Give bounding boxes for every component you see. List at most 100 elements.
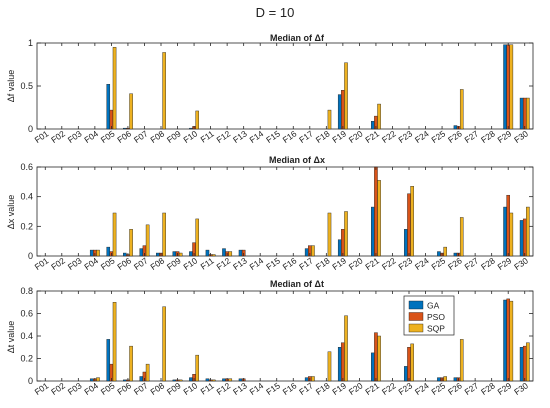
bar-pso-f19 [341, 342, 345, 382]
bar-sqp-f26 [459, 339, 464, 382]
x-tick-label: F30 [512, 380, 530, 397]
y-axis-label: Δt value [6, 321, 16, 354]
legend-label-pso: PSO [427, 312, 445, 322]
bar-sqp-f04 [96, 249, 100, 257]
bar-ga-f19 [337, 239, 342, 257]
y-tick-label: 0.4 [20, 192, 33, 202]
bar-ga-f21 [371, 206, 375, 257]
bar-pso-f29 [506, 194, 510, 257]
bar-sqp-f29 [509, 300, 514, 382]
bar-sqp-f23 [410, 186, 414, 257]
x-tick-label: F30 [512, 128, 530, 145]
legend-label-ga: GA [427, 301, 440, 311]
x-tick-label: F30 [512, 255, 530, 272]
y-tick-label: 0 [28, 376, 33, 386]
bar-pso-f30 [522, 345, 527, 382]
bar-sqp-f19 [344, 62, 348, 130]
y-tick-label: 0.4 [20, 331, 33, 341]
plot-area [36, 42, 534, 130]
bar-sqp-f26 [459, 89, 464, 130]
bar-ga-f11 [205, 249, 210, 257]
bar-sqp-f21 [377, 103, 381, 130]
bar-sqp-f18 [327, 109, 332, 130]
bar-sqp-f30 [526, 97, 530, 130]
bar-sqp-f10 [195, 218, 199, 257]
x-tick-label: F10 [181, 380, 199, 397]
bar-pso-f21 [374, 332, 378, 382]
bar-sqp-f08 [162, 212, 166, 257]
figure-title: D = 10 [256, 5, 295, 20]
bar-sqp-f07 [145, 224, 150, 257]
bar-sqp-f30 [526, 206, 530, 257]
bar-pso-f30 [522, 218, 527, 257]
bar-ga-f05 [106, 246, 111, 257]
bar-sqp-f12 [228, 251, 233, 257]
bar-sqp-f11 [211, 379, 216, 382]
bar-sqp-f10 [195, 354, 199, 382]
bar-sqp-f21 [377, 180, 381, 257]
x-tick-label: F10 [181, 128, 199, 145]
bar-sqp-f04 [96, 377, 100, 382]
bar-sqp-f25 [443, 246, 447, 257]
bar-pso-f23 [407, 347, 411, 382]
plot-area [36, 166, 534, 257]
bar-sqp-f08 [162, 306, 166, 382]
bar-sqp-f05 [112, 302, 117, 382]
bar-ga-f19 [337, 347, 342, 382]
bar-sqp-f29 [509, 44, 514, 130]
bar-ga-f17 [304, 248, 309, 257]
legend-swatch-sqp [408, 323, 424, 333]
bar-ga-f29 [503, 44, 507, 130]
panel-title: Median of Δt [270, 279, 324, 289]
bar-sqp-f25 [443, 376, 447, 382]
bar-pso-f30 [522, 97, 527, 130]
bar-ga-f23 [404, 229, 408, 257]
y-axis-label: Δf value [6, 70, 16, 103]
bar-ga-f12 [222, 248, 226, 257]
bar-sqp-f09 [178, 252, 183, 257]
y-tick-label: 0.2 [20, 221, 33, 231]
bar-ga-f04 [89, 249, 94, 257]
x-tick-label: F10 [181, 255, 199, 272]
bar-sqp-f29 [509, 212, 514, 257]
legend-swatch-pso [408, 312, 424, 321]
y-tick-label: 0.6 [20, 309, 33, 319]
bar-sqp-f30 [526, 342, 530, 382]
bar-ga-f30 [519, 97, 524, 130]
bar-sqp-f10 [195, 110, 199, 130]
bar-pso-f29 [506, 44, 510, 130]
y-tick-label: 0.2 [20, 354, 33, 364]
bar-sqp-f05 [112, 212, 117, 257]
y-tick-label: 0.8 [20, 286, 33, 296]
bar-sqp-f12 [228, 378, 233, 382]
bar-pso-f23 [407, 193, 411, 257]
bar-sqp-f26 [459, 217, 464, 257]
y-tick-label: 0 [28, 251, 33, 261]
bar-sqp-f08 [162, 52, 166, 130]
bar-sqp-f17 [311, 376, 315, 382]
bar-pso-f19 [341, 90, 345, 130]
bar-sqp-f06 [129, 345, 133, 382]
bar-sqp-f19 [344, 315, 348, 382]
bar-sqp-f18 [327, 212, 332, 257]
bar-ga-f23 [404, 366, 408, 382]
bar-sqp-f06 [129, 93, 133, 130]
y-tick-label: 0.6 [20, 162, 33, 172]
bar-ga-f07 [139, 248, 144, 257]
y-axis-label: Δx value [6, 195, 16, 230]
bar-ga-f05 [106, 339, 111, 382]
bar-ga-f21 [371, 352, 375, 382]
bar-sqp-f23 [410, 343, 414, 382]
legend-swatch-ga [408, 300, 424, 310]
bar-ga-f13 [238, 249, 243, 257]
bar-sqp-f07 [145, 363, 150, 382]
panel-title: Median of Δx [269, 155, 325, 165]
bar-sqp-f21 [377, 335, 381, 382]
bar-ga-f19 [337, 94, 342, 130]
bar-ga-f29 [503, 299, 507, 382]
bar-ga-f21 [371, 121, 375, 130]
y-tick-label: 1 [28, 38, 33, 48]
bar-pso-f29 [506, 298, 510, 382]
